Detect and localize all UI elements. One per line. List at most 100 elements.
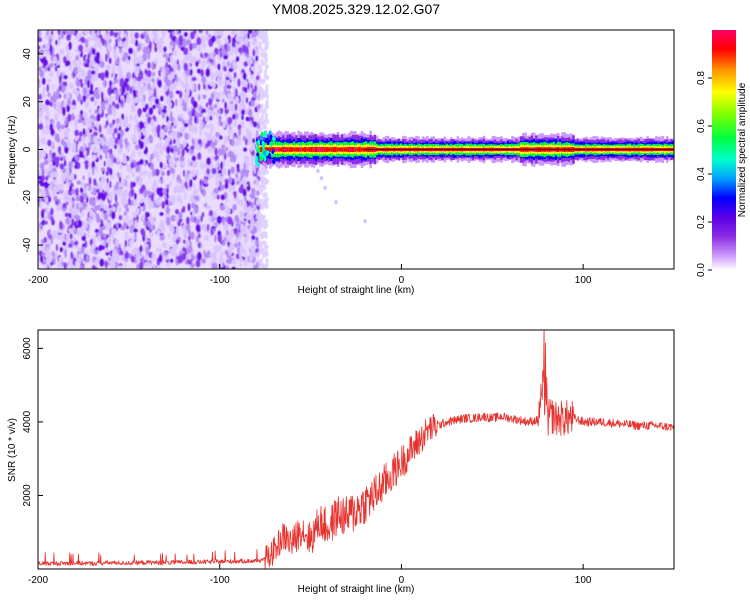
- noise-blob: [165, 217, 171, 226]
- noise-blob: [187, 254, 192, 261]
- noise-blob: [259, 233, 263, 239]
- noise-blob: [130, 104, 136, 113]
- signal-band-cell: [264, 147, 268, 152]
- noise-blob: [168, 84, 173, 93]
- noise-blob: [79, 207, 83, 213]
- noise-blob: [195, 169, 199, 177]
- noise-blob: [98, 124, 102, 133]
- noise-blob: [252, 138, 256, 144]
- noise-blob: [151, 168, 156, 177]
- noise-blob: [186, 240, 190, 247]
- signal-band-cell: [330, 147, 333, 152]
- noise-blob: [166, 146, 171, 154]
- noise-blob: [231, 266, 236, 269]
- noise-blob: [225, 265, 229, 269]
- noise-blob: [82, 175, 85, 180]
- noise-blob: [173, 145, 178, 152]
- noise-blob: [45, 118, 49, 125]
- noise-blob: [181, 252, 187, 261]
- noise-blob: [117, 132, 121, 140]
- noise-blob: [153, 149, 157, 154]
- noise-blob: [39, 200, 42, 209]
- noise-blob: [68, 243, 72, 248]
- noise-blob: [137, 109, 141, 118]
- noise-blob: [133, 192, 137, 200]
- noise-blob: [52, 56, 58, 64]
- spectrogram-x-axis: -200 -100 0 100: [28, 264, 592, 286]
- noise-blob: [235, 56, 240, 62]
- noise-blob: [230, 166, 235, 174]
- noise-blob: [217, 234, 222, 243]
- noise-blob: [157, 79, 162, 88]
- noise-blob: [256, 30, 259, 36]
- spectrogram-y-axis: -40 -20 0 20 40: [22, 48, 43, 252]
- noise-blob: [130, 188, 135, 197]
- noise-blob: [209, 122, 214, 132]
- noise-blob: [68, 161, 73, 170]
- noise-blob: [52, 185, 57, 195]
- noise-blob: [165, 71, 169, 77]
- noise-blob: [249, 87, 253, 93]
- noise-blob: [195, 219, 200, 225]
- chart-title: YM08.2025.329.12.02.G07: [272, 1, 440, 17]
- noise-blob: [84, 163, 89, 170]
- noise-blob: [41, 174, 45, 183]
- noise-blob: [226, 44, 230, 53]
- noise-blob: [45, 51, 50, 55]
- noise-blob: [130, 162, 135, 169]
- noise-blob: [187, 235, 191, 242]
- noise-blob: [75, 91, 79, 97]
- noise-blob: [70, 172, 75, 181]
- noise-blob: [58, 260, 62, 269]
- noise-blob: [113, 31, 119, 38]
- noise-blob: [244, 196, 247, 202]
- noise-blob: [249, 193, 254, 198]
- noise-blob: [43, 159, 49, 165]
- noise-blob: [125, 213, 129, 221]
- noise-blob: [126, 219, 131, 227]
- noise-blob: [52, 250, 55, 258]
- noise-blob: [206, 138, 211, 148]
- signal-blob: [261, 144, 265, 150]
- noise-blob: [38, 223, 43, 228]
- noise-blob: [211, 222, 216, 227]
- noise-blob: [105, 248, 109, 253]
- noise-blob: [52, 257, 56, 266]
- noise-blob: [161, 171, 165, 177]
- noise-blob: [55, 39, 58, 46]
- noise-blob: [45, 43, 50, 51]
- noise-blob: [202, 94, 207, 100]
- noise-blob: [170, 214, 176, 222]
- noise-blob: [237, 241, 241, 247]
- noise-blob: [263, 73, 267, 79]
- noise-blob: [81, 235, 87, 242]
- noise-blob: [129, 155, 133, 163]
- noise-blob: [105, 53, 108, 62]
- noise-blob: [233, 45, 239, 55]
- noise-blob: [107, 261, 110, 266]
- signal-band-cell: [314, 146, 318, 153]
- noise-blob: [38, 45, 41, 50]
- noise-blob: [59, 163, 65, 170]
- noise-blob: [49, 44, 53, 52]
- noise-blob: [188, 117, 193, 126]
- signal-band-cell: [360, 147, 364, 152]
- noise-blob: [151, 77, 155, 83]
- y-tick-label: 2000: [22, 484, 33, 507]
- noise-blob: [258, 95, 262, 101]
- noise-blob: [189, 68, 193, 77]
- noise-blob: [81, 136, 86, 143]
- noise-blob: [175, 37, 179, 45]
- noise-blob: [57, 60, 60, 66]
- noise-blob: [46, 128, 49, 136]
- noise-blob: [112, 105, 115, 114]
- y-tick-label: 20: [22, 96, 33, 108]
- noise-blob: [119, 143, 124, 149]
- noise-blob: [42, 251, 45, 257]
- noise-blob: [254, 239, 260, 247]
- noise-blob: [92, 256, 97, 261]
- noise-blob: [90, 136, 94, 146]
- noise-blob: [132, 212, 137, 218]
- signal-blob: [268, 130, 272, 136]
- noise-blob: [169, 181, 172, 187]
